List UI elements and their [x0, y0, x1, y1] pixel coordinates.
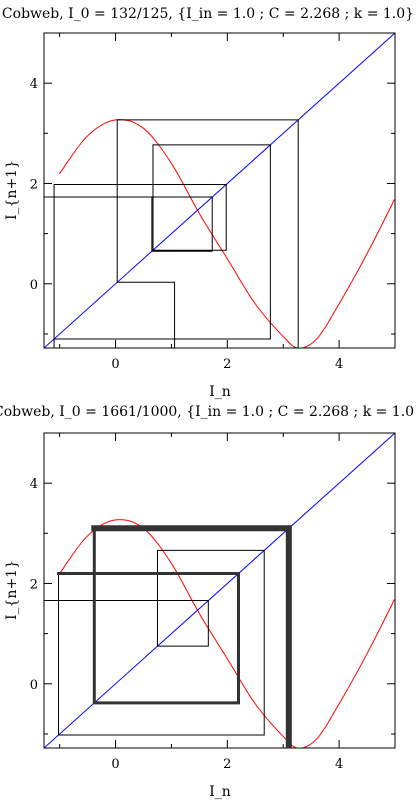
- chart-2-cobweb-line: [57, 526, 241, 705]
- chart-2-identity-line: [44, 433, 395, 748]
- chart-2-xlabel: I_n: [209, 784, 231, 800]
- chart-1-title: Cobweb, I_0 = 132/125, {I_in = 1.0 ; C =…: [2, 6, 414, 22]
- chart-2-map-line: [58, 519, 395, 748]
- chart-1-y-tick-label: 0: [30, 278, 38, 293]
- chart-2-x-tick-label: 2: [223, 757, 231, 772]
- chart-2: Cobweb, I_0 = 1661/1000, {I_in = 1.0 ; C…: [0, 404, 416, 800]
- chart-1-x-tick-label: 4: [335, 357, 343, 372]
- chart-2-frame: [43, 432, 396, 749]
- chart-2-y-tick-label: 2: [30, 577, 38, 592]
- chart-2-y-tick-label: 0: [30, 678, 38, 693]
- chart-2-x-tick-label: 0: [111, 757, 119, 772]
- chart-1-ylabel: I_{n+1}: [4, 160, 20, 220]
- chart-2-ylabel-visible: I_{n+1}: [4, 560, 20, 620]
- chart-1-x-tick-label: 0: [111, 357, 119, 372]
- chart-1-map-line: [58, 119, 395, 348]
- chart-1: Cobweb, I_0 = 132/125, {I_in = 1.0 ; C =…: [2, 6, 414, 400]
- chart-1-cobweb-line: [44, 119, 299, 348]
- chart-2-title: Cobweb, I_0 = 1661/1000, {I_in = 1.0 ; C…: [0, 404, 416, 420]
- chart-1-y-tick-label: 4: [30, 77, 38, 92]
- chart-1-y-tick-label: 2: [30, 177, 38, 192]
- chart-1-series-group: [44, 33, 395, 348]
- chart-1-identity-line: [44, 33, 395, 348]
- chart-1-xlabel: I_n: [209, 384, 231, 400]
- chart-2-plot: 0 2 4 0 2 4: [30, 432, 396, 772]
- chart-2-series-group: [44, 433, 395, 748]
- chart-2-cobweb-line: [44, 549, 265, 736]
- chart-1-plot: 0 2 4 0 2 4: [30, 32, 396, 372]
- chart-2-cobweb-line: [91, 525, 292, 748]
- chart-2-y-tick-label: 4: [30, 477, 38, 492]
- chart-2-x-tick-label: 4: [335, 757, 343, 772]
- chart-1-x-tick-label: 2: [223, 357, 231, 372]
